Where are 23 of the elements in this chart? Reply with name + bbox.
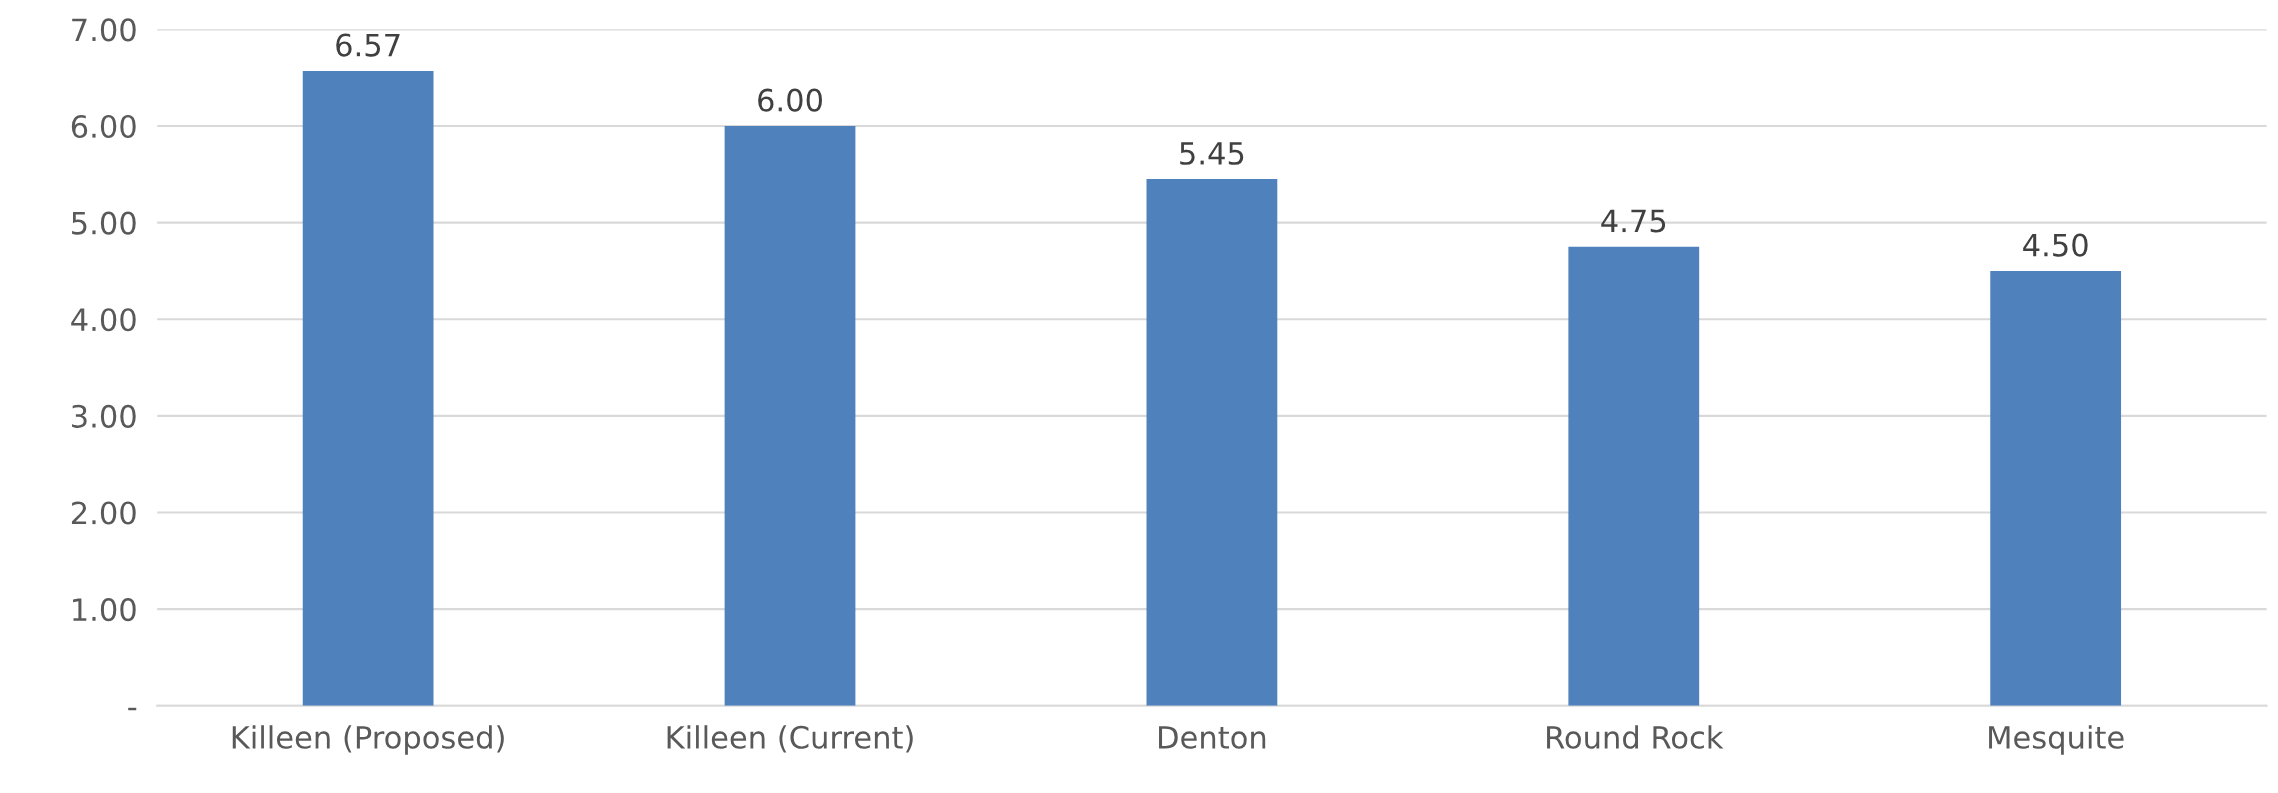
x-tick-label: Round Rock [1547,725,1724,749]
data-label: 6.00 [758,88,822,112]
bar [1146,179,1278,706]
bar [724,125,856,706]
y-tick-label: 1.00 [73,598,136,622]
x-tick-label: Denton [1159,726,1266,749]
data-label: 4.75 [1601,209,1666,233]
y-tick-label: 7.00 [72,18,136,42]
x-tick-label: Killeen (Current) [667,725,913,753]
data-label: 4.50 [2023,233,2088,257]
x-tick-label: Mesquite [1989,725,2124,755]
x-tick-label: Killeen (Proposed) [232,725,504,755]
bar [1568,246,1700,706]
y-tick-label: - [128,707,137,711]
data-label: 5.45 [1180,142,1244,165]
data-label: 6.57 [336,33,400,57]
y-tick-label: 2.00 [71,501,136,525]
y-tick-label: 6.00 [71,114,136,139]
y-tick-label: 3.00 [72,404,136,428]
bar [1990,270,2122,706]
bar [302,70,434,706]
y-tick-label: 4.00 [71,308,136,332]
y-tick-label: 5.00 [72,211,136,235]
